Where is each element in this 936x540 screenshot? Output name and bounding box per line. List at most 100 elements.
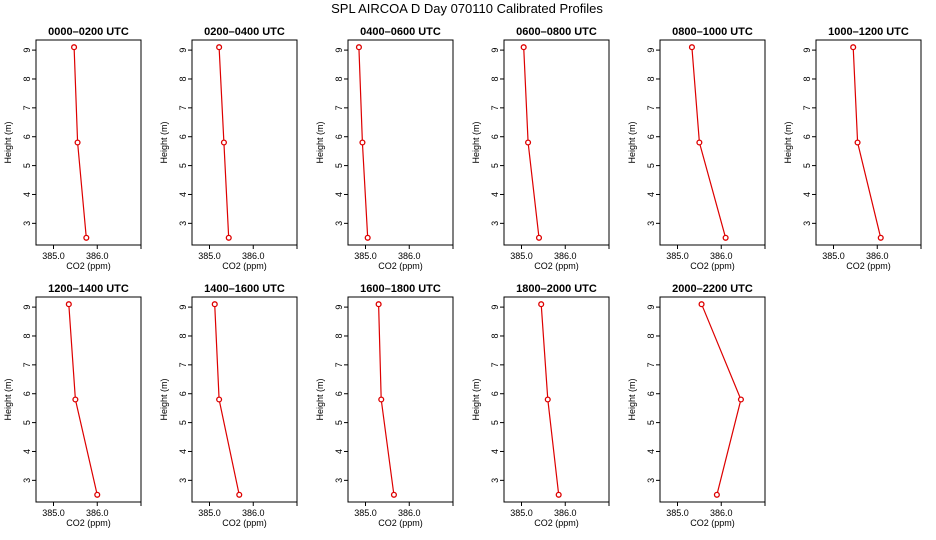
panel-1: 0000–0200 UTC 385.0 386.0 3 4 5 6 7 8 9 CO2 (ppm) H… [3, 26, 142, 271]
y-tick-label: 7 [802, 105, 812, 110]
y-tick-label: 4 [178, 192, 188, 197]
x-axis-label: CO2 (ppm) [378, 261, 423, 271]
data-point [375, 301, 382, 308]
y-tick-label: 4 [22, 449, 32, 454]
y-tick-label: 3 [646, 478, 656, 483]
x-tick-label: 385.0 [510, 251, 533, 261]
data-point [355, 44, 362, 51]
y-tick-label: 6 [334, 134, 344, 139]
y-tick-label: 6 [178, 134, 188, 139]
panel-8: 1400–1600 UTC 385.0 386.0 3 4 5 6 7 8 9 CO2 (ppm) H… [159, 283, 298, 528]
y-tick-label: 6 [646, 391, 656, 396]
y-tick-label: 8 [178, 333, 188, 338]
y-tick-label: 3 [334, 221, 344, 226]
y-tick-label: 8 [490, 333, 500, 338]
data-point [390, 491, 397, 498]
y-axis-label: Height (m) [471, 121, 481, 163]
panel-10: 1800–2000 UTC 385.0 386.0 3 4 5 6 7 8 9 CO2 (ppm) H… [471, 283, 610, 528]
x-tick-label: 385.0 [822, 251, 845, 261]
data-point [544, 396, 551, 403]
plot-frame [35, 296, 142, 503]
plot-frame [503, 296, 610, 503]
y-tick-label: 5 [646, 420, 656, 425]
y-tick-label: 9 [22, 48, 32, 53]
y-tick-label: 5 [490, 420, 500, 425]
data-point [220, 139, 227, 146]
series-line [701, 303, 742, 495]
y-tick-label: 3 [334, 478, 344, 483]
y-tick-label: 9 [802, 48, 812, 53]
data-point [216, 44, 223, 51]
x-axis-label: CO2 (ppm) [66, 518, 111, 528]
y-tick-label: 7 [646, 362, 656, 367]
y-tick-label: 4 [646, 192, 656, 197]
y-tick-label: 9 [490, 305, 500, 310]
data-point [525, 139, 532, 146]
y-tick-label: 4 [490, 192, 500, 197]
y-tick-label: 7 [178, 362, 188, 367]
y-axis-label: Height (m) [783, 121, 793, 163]
panel-title: 1400–1600 UTC [204, 283, 285, 295]
y-axis-label: Height (m) [627, 378, 637, 420]
x-tick-label: 386.0 [398, 251, 421, 261]
data-point [225, 234, 232, 241]
y-tick-label: 8 [22, 76, 32, 81]
y-tick-label: 4 [646, 449, 656, 454]
x-tick-label: 386.0 [710, 508, 733, 518]
x-tick-label: 385.0 [198, 251, 221, 261]
data-point [71, 44, 78, 51]
y-tick-label: 8 [646, 76, 656, 81]
data-point [211, 301, 218, 308]
data-point [713, 491, 720, 498]
plot-frame [347, 296, 454, 503]
y-tick-label: 5 [334, 420, 344, 425]
y-tick-label: 8 [178, 76, 188, 81]
plot-frame [659, 39, 766, 246]
panel-9: 1600–1800 UTC 385.0 386.0 3 4 5 6 7 8 9 CO2 (ppm) H… [315, 283, 454, 528]
y-tick-label: 8 [490, 76, 500, 81]
x-axis-label: CO2 (ppm) [534, 518, 579, 528]
panel-title: 0000–0200 UTC [48, 26, 129, 38]
panel-title: 0600–0800 UTC [516, 26, 597, 38]
y-tick-label: 9 [178, 305, 188, 310]
y-tick-label: 3 [22, 221, 32, 226]
plot-frame [191, 39, 298, 246]
figure-title: SPL AIRCOA D Day 070110 Calibrated Profi… [331, 1, 603, 16]
y-tick-label: 3 [802, 221, 812, 226]
panel-title: 1200–1400 UTC [48, 283, 129, 295]
data-point [555, 491, 562, 498]
data-point [737, 396, 744, 403]
x-axis-label: CO2 (ppm) [690, 261, 735, 271]
x-tick-label: 385.0 [42, 508, 65, 518]
data-point [216, 396, 223, 403]
y-tick-label: 6 [22, 391, 32, 396]
panel-title: 0200–0400 UTC [204, 26, 285, 38]
data-point [698, 301, 705, 308]
plot-frame [347, 39, 454, 246]
y-axis-label: Height (m) [159, 121, 169, 163]
data-point [74, 139, 81, 146]
panel-title: 1800–2000 UTC [516, 283, 597, 295]
panel-5: 0800–1000 UTC 385.0 386.0 3 4 5 6 7 8 9 CO2 (ppm) H… [627, 26, 766, 271]
x-axis-label: CO2 (ppm) [66, 261, 111, 271]
x-tick-label: 385.0 [666, 508, 689, 518]
y-tick-label: 6 [802, 134, 812, 139]
y-tick-label: 7 [334, 362, 344, 367]
y-axis-label: Height (m) [315, 121, 325, 163]
panels: 0000–0200 UTC 385.0 386.0 3 4 5 6 7 8 9 CO2 (ppm) H… [3, 26, 922, 528]
plot-frame [503, 39, 610, 246]
y-tick-label: 9 [334, 305, 344, 310]
x-tick-label: 386.0 [554, 508, 577, 518]
y-tick-label: 7 [178, 105, 188, 110]
data-point [72, 396, 79, 403]
x-tick-label: 385.0 [666, 251, 689, 261]
y-tick-label: 4 [178, 449, 188, 454]
x-tick-label: 386.0 [710, 251, 733, 261]
y-tick-label: 7 [22, 105, 32, 110]
y-tick-label: 9 [646, 305, 656, 310]
y-tick-label: 3 [490, 478, 500, 483]
y-tick-label: 6 [490, 134, 500, 139]
panel-2: 0200–0400 UTC 385.0 386.0 3 4 5 6 7 8 9 CO2 (ppm) H… [159, 26, 298, 271]
data-point [83, 234, 90, 241]
y-tick-label: 6 [646, 134, 656, 139]
